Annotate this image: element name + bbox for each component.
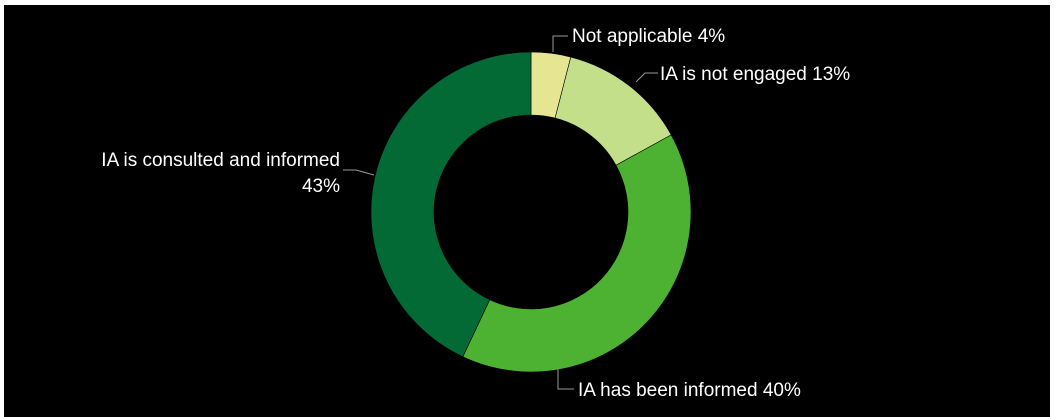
slice-label-not-engaged: IA is not engaged 13% [660,64,850,85]
slice-informed [462,134,692,373]
slice-label-consulted-line2: 43% [302,176,340,197]
slice-label-informed: IA has been informed 40% [578,380,801,401]
donut-slices [370,51,692,373]
leader-not-applicable [552,35,568,52]
leader-not-engaged [635,72,658,83]
slice-label-consulted-line1: IA is consulted and informed [101,150,340,171]
slice-consulted [370,51,532,358]
slice-label-not-applicable: Not applicable 4% [572,26,725,47]
leader-consulted [343,169,375,176]
leader-informed [557,368,574,390]
